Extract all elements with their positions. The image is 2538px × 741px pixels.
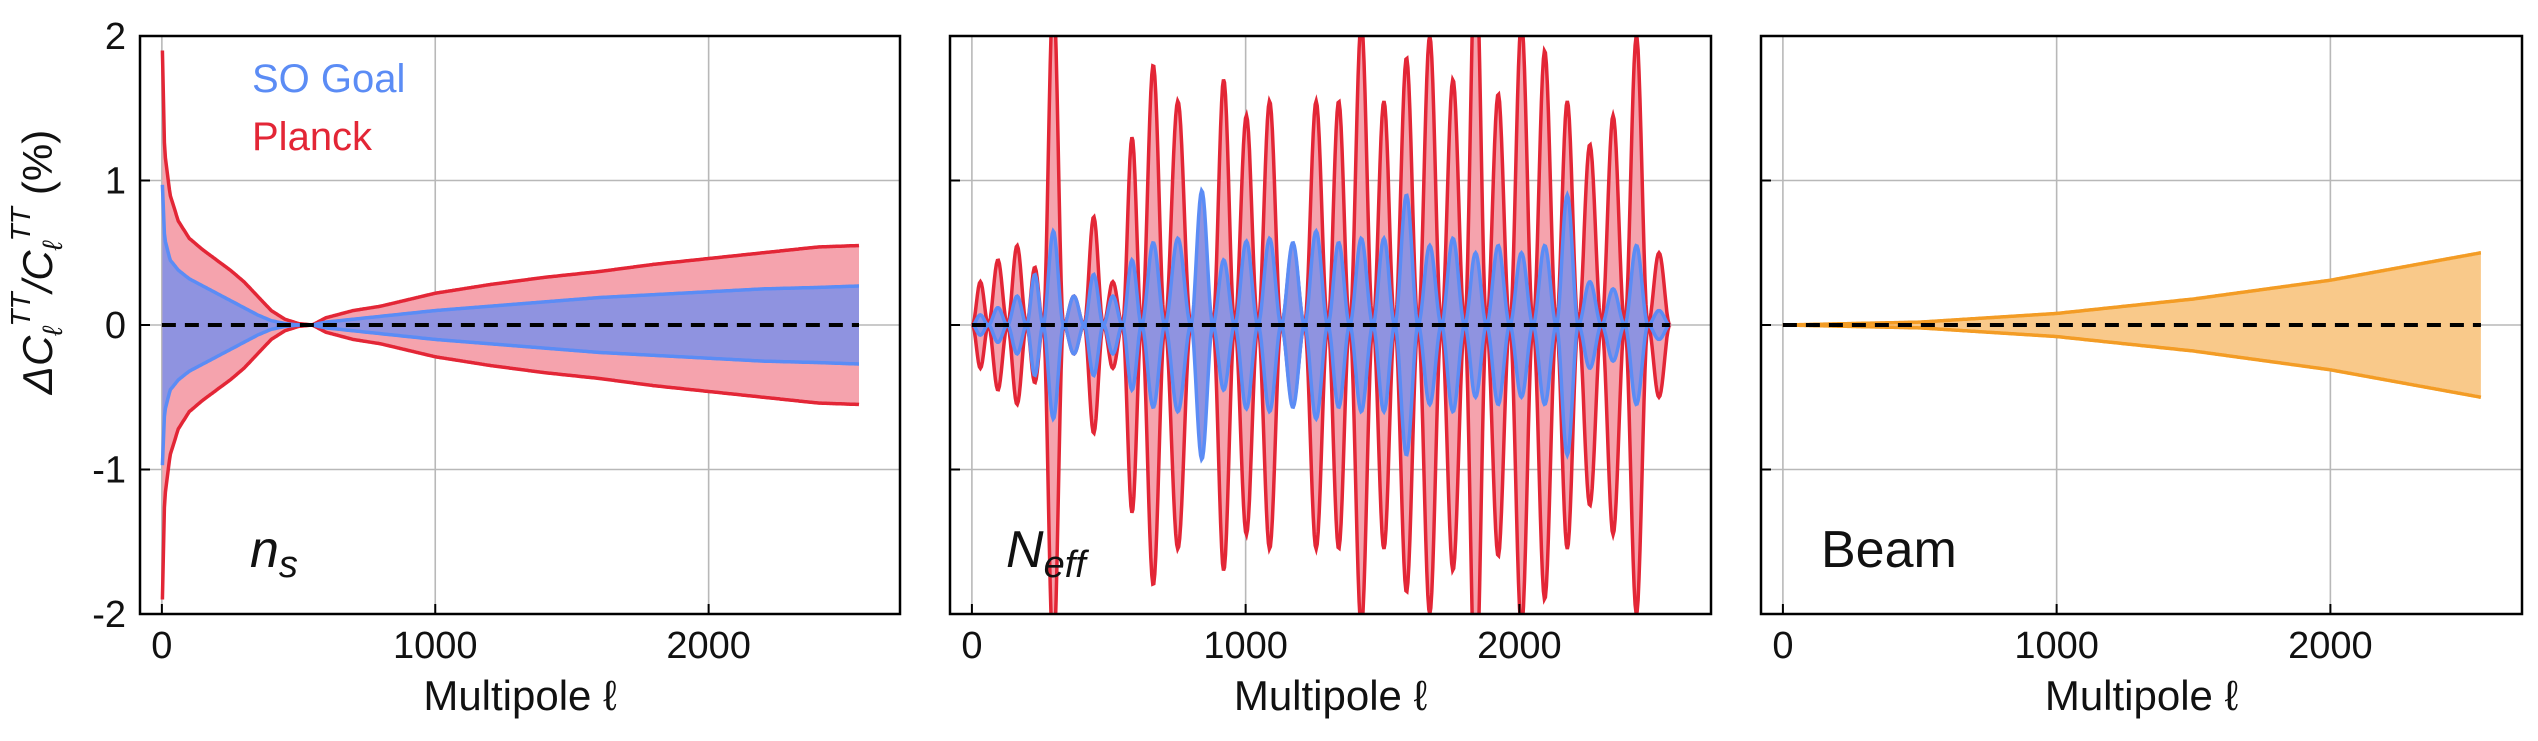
panel-label-main: N [1006,521,1044,579]
lower-curve-so-goal [160,323,859,466]
lower-curve-planck [160,323,860,600]
upper-curve-planck [160,50,860,327]
y-axis-title-sup-2: TT [5,205,36,241]
x-tick-label: 2000 [1477,625,1562,667]
upper-curve-planck [970,36,1672,332]
y-axis-title-mid: /C [14,250,61,296]
lower-curve-so-goal [971,321,1671,464]
panels: 0 1000 2000 -2 -1 0 1 2 Multipole ℓ ns SO Goal Plan… [92,16,2524,719]
y-axis-title-sup: TT [5,291,36,327]
y-axis-title-main: ΔC [14,335,61,395]
upper-curve-beam [1782,251,2482,327]
x-tick-label: 0 [151,625,172,667]
panel-label: Neff [1006,521,1089,586]
panel-2: 0 1000 2000 Multipole ℓ Neff [948,34,1713,719]
y-tick-label: 0 [105,305,126,347]
upper-curve-so-goal [160,184,859,327]
panel-label-sub: s [279,544,298,586]
x-tick-label: 1000 [2014,625,2099,667]
y-axis-title-sub-2: ℓ [37,239,68,251]
x-tick-label: 1000 [393,625,478,667]
x-axis-title: Multipole ℓ [1234,672,1428,719]
y-tick-label: -1 [92,450,126,492]
x-tick-label: 1000 [1203,625,1288,667]
panel-label: Beam [1821,521,1957,579]
y-axis-title-unit: (%) [14,130,61,195]
legend-entry-planck: Planck [252,115,373,159]
legend-entry-so-goal: SO Goal [252,57,405,101]
panel-label-sub: eff [1044,544,1090,586]
y-tick-label: 1 [105,161,126,203]
y-axis-title: ΔCℓTT/CℓTT(%) [5,130,68,395]
x-tick-label: 2000 [666,625,751,667]
x-axis-title: Multipole ℓ [2045,672,2239,719]
x-tick-label: 0 [1772,625,1793,667]
lower-curve-planck [970,318,1672,614]
panel-3: 0 1000 2000 Multipole ℓ Beam [1759,34,2524,719]
y-tick-label: -2 [92,594,126,636]
x-tick-label: 0 [961,625,982,667]
lower-curve-beam [1782,323,2482,400]
panel-label-main: Beam [1821,521,1957,579]
y-axis-title-sub: ℓ [37,325,68,337]
panel-1: 0 1000 2000 -2 -1 0 1 2 Multipole ℓ ns SO Goal Plan… [92,16,902,719]
upper-curve-so-goal [971,186,1671,329]
x-tick-label: 2000 [2288,625,2373,667]
x-axis-title: Multipole ℓ [423,672,617,719]
panel-data [970,36,1672,614]
panel-label: ns [250,521,298,586]
y-tick-label: 2 [105,16,126,58]
panel-label-main: n [250,521,279,579]
